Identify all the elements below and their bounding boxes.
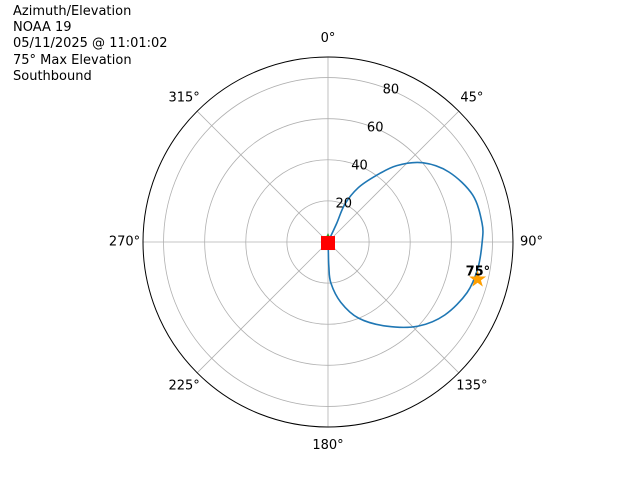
- max-elevation-marker-label: 75°: [466, 264, 491, 279]
- pass-direction: Southbound: [13, 68, 92, 84]
- angle-tick-label-90: 90°: [520, 235, 543, 250]
- angle-tick-label-270: 270°: [109, 235, 140, 250]
- series-layer: [327, 161, 484, 329]
- grid-layer: [142, 56, 514, 428]
- pass-timestamp: 05/11/2025 @ 11:01:02: [13, 36, 168, 52]
- polar-frame: [142, 56, 514, 428]
- angle-tick-label-45: 45°: [460, 91, 483, 106]
- angular-gridline-315: [196, 110, 329, 243]
- angle-tick-label-0: 0°: [321, 31, 336, 46]
- angle-tick-label-135: 135°: [456, 378, 487, 393]
- radial-tick-label-20: 20: [335, 197, 352, 212]
- end-marker: [321, 236, 335, 251]
- max-elevation-label: 75° Max Elevation: [13, 52, 132, 68]
- label-layer: 75° 0° 45° 90° 135° 180° 225° 270° 315° 20 40 60 80: [109, 31, 543, 453]
- radial-tick-label-60: 60: [367, 121, 384, 136]
- angular-gridline-45: [327, 110, 460, 243]
- marker-layer: [321, 232, 487, 287]
- angle-tick-label-225: 225°: [168, 378, 199, 393]
- angle-tick-label-180: 180°: [312, 438, 343, 453]
- series-line-0: [327, 161, 484, 329]
- max-elevation-marker: [469, 270, 487, 287]
- angle-tick-label-315: 315°: [168, 91, 199, 106]
- radial-tick-label-80: 80: [383, 83, 400, 98]
- satellite-name: NOAA 19: [13, 20, 72, 36]
- radial-tick-label-40: 40: [351, 159, 368, 174]
- pass-info: Azimuth/Elevation NOAA 19 05/11/2025 @ 1…: [13, 4, 168, 85]
- plot-type-label: Azimuth/Elevation: [13, 4, 132, 19]
- angular-gridline-135: [327, 241, 460, 374]
- angular-gridline-225: [196, 241, 329, 374]
